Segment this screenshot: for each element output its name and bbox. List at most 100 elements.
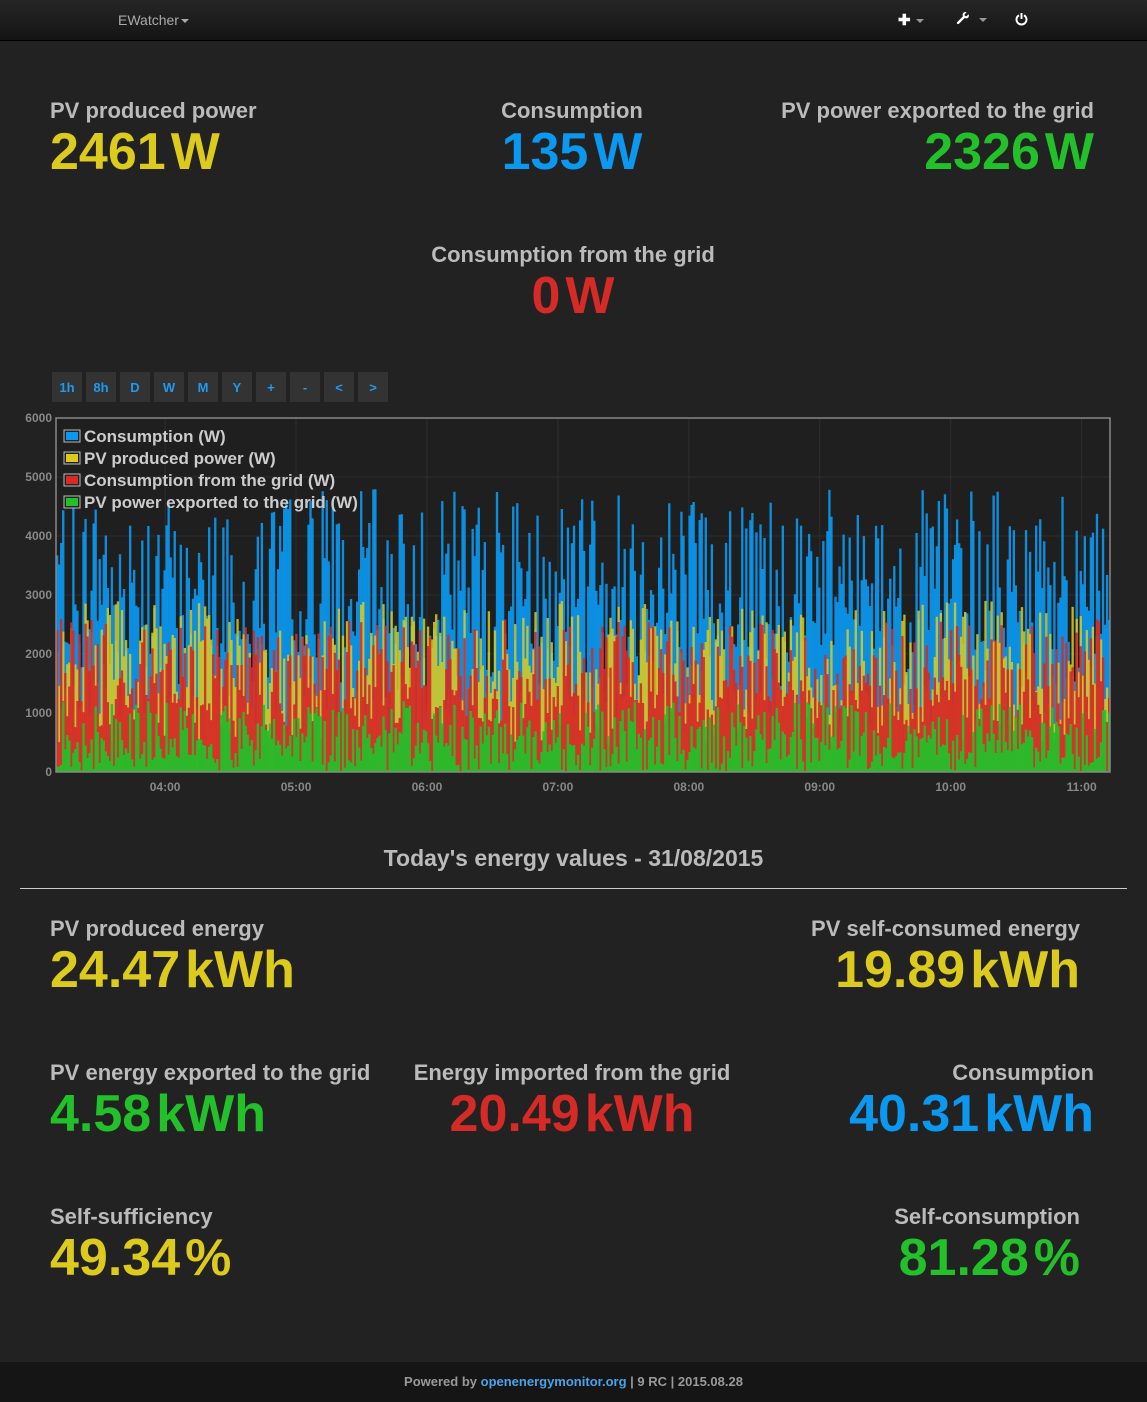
bar <box>1020 744 1024 772</box>
bar <box>60 764 63 772</box>
bar <box>378 654 381 772</box>
self-consumption: Self-consumption 81.28% <box>894 1204 1080 1286</box>
bar <box>1041 722 1044 772</box>
bar <box>708 717 711 772</box>
time-button-3[interactable]: W <box>154 372 184 402</box>
bar <box>702 656 705 772</box>
bar <box>891 757 894 772</box>
x-tick-label: 08:00 <box>673 780 704 794</box>
bar <box>739 722 742 772</box>
bar <box>124 748 128 772</box>
bar <box>678 647 681 772</box>
bar <box>566 664 570 772</box>
time-button-2[interactable]: D <box>120 372 150 402</box>
time-button-7[interactable]: - <box>290 372 320 402</box>
bar <box>358 660 361 772</box>
bar <box>621 710 624 772</box>
power-chart[interactable]: 0 1000 2000 3000 4000 5000 6000 04:00 05:00 06:00… <box>0 405 1147 805</box>
value-unit: % <box>1033 1229 1080 1287</box>
bar <box>163 758 166 772</box>
footer-link[interactable]: openenergymonitor.org <box>480 1374 627 1389</box>
value-unit: W <box>170 123 220 181</box>
bar <box>412 644 416 772</box>
bar <box>254 654 257 772</box>
bar <box>483 713 487 772</box>
bar <box>465 739 468 772</box>
logout-button[interactable] <box>1015 11 1028 28</box>
bar <box>698 726 701 772</box>
bar <box>970 491 973 772</box>
bar <box>852 649 855 772</box>
bar <box>860 735 864 772</box>
bar <box>846 629 849 772</box>
bar <box>980 708 983 772</box>
bar <box>1065 642 1068 772</box>
bar <box>1105 722 1109 772</box>
bar <box>749 735 752 772</box>
bar <box>143 629 146 772</box>
bar <box>726 590 730 772</box>
bar <box>481 743 484 772</box>
bar <box>455 690 458 772</box>
bar <box>1101 710 1105 772</box>
bar <box>489 721 493 772</box>
chevron-down-icon <box>915 19 924 24</box>
bar <box>558 603 562 772</box>
bar <box>88 670 91 772</box>
bar <box>566 724 570 772</box>
time-button-1[interactable]: 8h <box>86 372 116 402</box>
bar <box>366 738 369 772</box>
bar <box>664 714 667 772</box>
bar <box>988 741 991 772</box>
bar <box>735 682 738 772</box>
bar <box>651 627 655 772</box>
bar <box>311 721 314 772</box>
time-button-6[interactable]: + <box>256 372 286 402</box>
bar <box>925 513 928 772</box>
bar <box>364 715 367 772</box>
bar <box>303 655 306 772</box>
bar <box>218 656 221 772</box>
bar <box>1069 723 1072 772</box>
bar <box>410 765 414 772</box>
bar <box>258 759 262 772</box>
bar <box>830 736 833 772</box>
time-button-8[interactable]: < <box>324 372 354 402</box>
time-button-5[interactable]: Y <box>222 372 252 402</box>
time-button-9[interactable]: > <box>358 372 388 402</box>
bar <box>962 714 965 772</box>
bar <box>120 670 124 772</box>
bar <box>937 501 941 772</box>
bar <box>1049 726 1052 772</box>
bar <box>297 655 300 772</box>
add-menu-button[interactable]: ✚ <box>898 11 924 29</box>
bar <box>173 693 176 772</box>
bar <box>222 527 225 772</box>
bar <box>366 548 369 772</box>
bar <box>895 670 898 772</box>
bar <box>882 611 886 772</box>
bar <box>349 708 353 772</box>
energy-section-title: Today's energy values - 31/08/2015 <box>383 845 764 871</box>
bar <box>260 726 264 772</box>
x-tick-label: 06:00 <box>412 780 443 794</box>
bar <box>876 735 880 772</box>
bar <box>437 707 440 772</box>
bar <box>923 725 926 772</box>
bar <box>165 525 168 772</box>
bar <box>1099 681 1103 772</box>
bar <box>726 686 730 772</box>
settings-menu-button[interactable] <box>956 11 988 28</box>
bar <box>522 735 525 772</box>
bar <box>1093 728 1097 772</box>
bar <box>732 727 736 772</box>
bar <box>372 753 375 772</box>
brand-menu[interactable]: EWatcher <box>118 12 189 28</box>
bar <box>891 628 894 772</box>
bar <box>662 672 665 772</box>
bar <box>516 503 519 772</box>
time-button-4[interactable]: M <box>188 372 218 402</box>
time-button-0[interactable]: 1h <box>52 372 82 402</box>
bar <box>589 765 592 772</box>
bar <box>897 598 900 772</box>
